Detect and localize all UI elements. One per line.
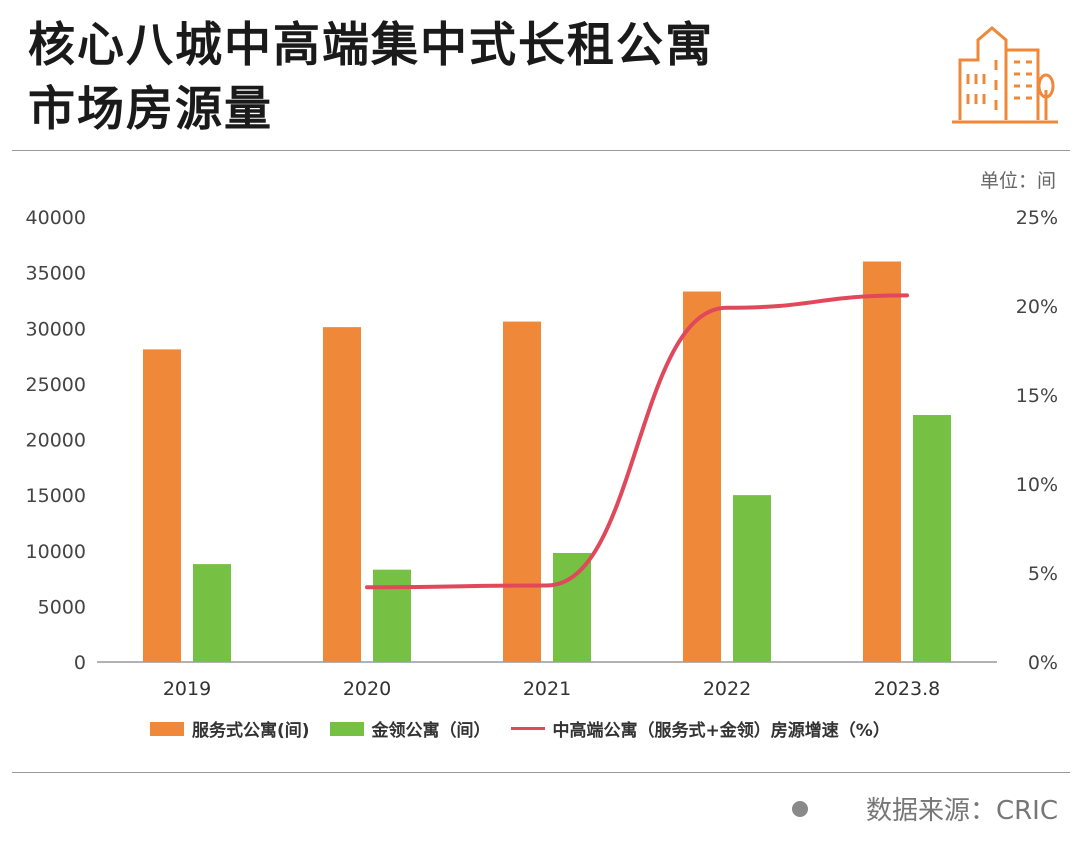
legend-label-service: 服务式公寓(间) [192, 721, 310, 741]
building-icon [952, 26, 1058, 124]
y-tick-label: 0 [74, 652, 86, 674]
page-title: 核心八城中高端集中式长租公寓 市场房源量 [28, 14, 714, 142]
legend-item-service: 服务式公寓(间) [150, 716, 310, 741]
top-divider [12, 150, 1070, 151]
title-line-1: 核心八城中高端集中式长租公寓 [28, 18, 714, 73]
y-tick-label: 35000 [26, 263, 86, 285]
bar-gold-collar-apartment [913, 415, 951, 662]
bar-gold-collar-apartment [553, 552, 591, 662]
y2-tick-label: 0% [1028, 652, 1058, 674]
bar-gold-collar-apartment [373, 569, 411, 662]
bar-service-apartment [323, 327, 361, 662]
bar-gold-collar-apartment [733, 495, 771, 662]
source-text: 数据来源：CRIC [865, 796, 1058, 826]
unit-label: 单位：间 [979, 170, 1056, 192]
y2-tick-label: 10% [1016, 474, 1058, 496]
y2-tick-label: 25% [1016, 207, 1058, 229]
y-tick-label: 15000 [26, 485, 86, 507]
legend-swatch-orange [150, 721, 184, 736]
y-tick-label: 10000 [26, 541, 86, 563]
chart-area: 0 5000 10000 15000 20000 25000 30000 35000 40000… [26, 207, 1058, 700]
legend-label-growth: 中高端公寓（服务式+金领）房源增速（%） [552, 721, 890, 741]
y-tick-label: 25000 [26, 374, 86, 396]
x-tick-label: 2021 [523, 678, 571, 700]
x-tick-label: 2022 [703, 678, 751, 700]
x-tick-label: 2020 [343, 678, 391, 700]
x-tick-label: 2019 [163, 678, 211, 700]
y2-tick-label: 20% [1016, 296, 1058, 318]
y-tick-label: 30000 [26, 318, 86, 340]
y-tick-label: 40000 [26, 207, 86, 229]
growth-rate-line [365, 293, 909, 590]
bar-service-apartment [683, 291, 721, 662]
bullet-icon [791, 800, 808, 817]
bar-gold-collar-apartment [193, 564, 231, 662]
y2-tick-label: 15% [1016, 385, 1058, 407]
y-tick-label: 5000 [38, 596, 86, 618]
legend-swatch-line [510, 727, 545, 730]
x-tick-label: 2023.8 [874, 678, 940, 700]
legend: 服务式公寓(间) 金领公寓（间） 中高端公寓（服务式+金领）房源增速（%） [150, 716, 910, 741]
legend-item-growth: 中高端公寓（服务式+金领）房源增速（%） [510, 716, 890, 741]
legend-item-gold: 金领公寓（间） [329, 716, 491, 741]
bar-service-apartment [143, 349, 181, 662]
bar-service-apartment [503, 321, 541, 662]
source-note: 数据来源：CRIC [791, 790, 1058, 827]
bottom-divider [12, 772, 1070, 773]
y2-tick-label: 5% [1028, 563, 1058, 585]
bar-service-apartment [863, 261, 901, 662]
legend-label-gold: 金领公寓（间） [371, 721, 491, 741]
legend-swatch-green [329, 721, 364, 736]
title-line-2: 市场房源量 [28, 82, 273, 137]
y-tick-label: 20000 [26, 430, 86, 452]
